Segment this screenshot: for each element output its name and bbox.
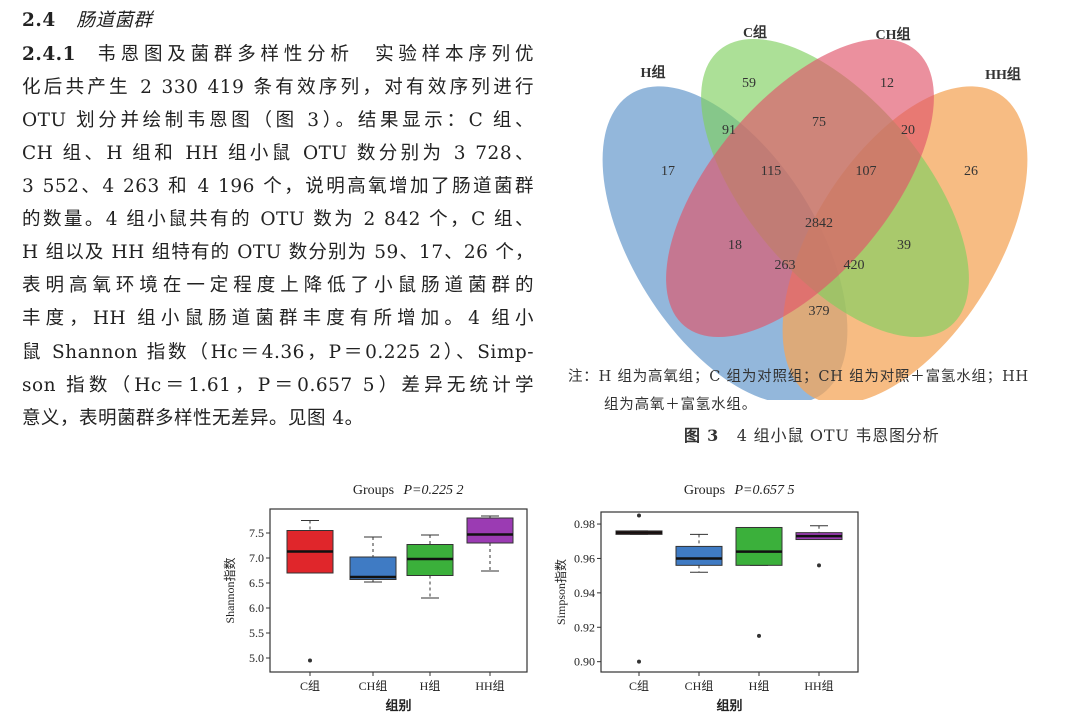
y-tick-label: 0.98 (574, 517, 595, 531)
outlier-point (817, 563, 821, 568)
y-tick-label: 0.92 (574, 620, 595, 634)
venn-count: 115 (760, 164, 782, 179)
shannon-boxplot: Groups P=0.225 2 5.0 5.5 6.0 6.5 7.0 7.5 Shannon… (222, 483, 528, 713)
body-line: 3 552、4 263 和 4 196 个，说明高氧增加了肠道菌群 (22, 176, 534, 197)
body-line: 的数量。4 组小鼠共有的 OTU 数为 2 842 个，C 组、 (22, 209, 534, 230)
venn-count: 12 (880, 76, 894, 91)
outlier-point (308, 658, 312, 663)
x-tick-label: CH组 (359, 679, 388, 693)
section-title: 肠道菌群 (76, 10, 153, 31)
x-tick-label: H组 (749, 679, 770, 693)
x-axis-label: 组别 (385, 698, 411, 713)
plot-frame (600, 511, 859, 673)
y-tick-label: 6.5 (249, 576, 264, 590)
simpson-boxplot: Groups P=0.657 5 0.90 0.92 0.94 0.96 0.98 Simps… (553, 483, 859, 713)
body-line: 化后共产生 2 330 419 条有效序列，对有效序列进行 (22, 77, 534, 98)
section-number: 2.4 (22, 10, 56, 31)
x-tick-label: C组 (300, 679, 320, 693)
x-tick-label: H组 (420, 679, 441, 693)
venn-count: 18 (728, 238, 742, 253)
x-tick-label: CH组 (685, 679, 714, 693)
y-axis-label: Simpson指数 (553, 559, 568, 625)
x-tick-label: HH组 (475, 679, 504, 693)
venn-count: 17 (661, 164, 675, 179)
caption-label: 图 3 (684, 426, 720, 445)
outlier-point (757, 633, 761, 638)
venn-count: 59 (742, 76, 756, 91)
chart-title: Groups (684, 483, 725, 498)
figure-note: 组为高氧＋富氢水组。 (604, 397, 757, 413)
subsection-line: 2.4.1 韦恩图及菌群多样性分析 实验样本序列优 (22, 40, 534, 66)
venn-count: 20 (901, 123, 915, 138)
y-axis-label: Shannon指数 (222, 557, 237, 623)
venn-label-h: H组 (640, 66, 666, 81)
box-2 (735, 526, 783, 566)
y-tick-label: 0.94 (574, 586, 595, 600)
venn-diagram (602, 38, 1028, 400)
venn-count: 379 (808, 304, 830, 319)
body-line: 实验样本序列优 (375, 44, 534, 65)
body-line: H 组以及 HH 组特有的 OTU 数分别为 59、17、26 个， (22, 242, 534, 263)
y-tick-label: 6.0 (249, 601, 264, 615)
body-line: 鼠 Shannon 指数（Hc＝4.36，P＝0.225 2）、Simp- (22, 342, 534, 363)
y-tick-label: 5.0 (249, 651, 264, 665)
venn-count: 420 (843, 258, 865, 273)
figure-note: 注：H 组为高氧组；C 组为对照组；CH 组为对照＋富氢水组；HH (568, 369, 1029, 385)
body-line: OTU 划分并绘制韦恩图（图 3）。结果显示：C 组、 (22, 110, 534, 131)
venn-count: 91 (722, 123, 736, 138)
box-1 (349, 556, 397, 580)
x-tick-label: C组 (629, 679, 649, 693)
y-tick-label: 7.0 (249, 551, 264, 565)
box-3 (466, 517, 514, 544)
caption-text: 4 组小鼠 OTU 韦恩图分析 (736, 426, 940, 445)
body-line: CH 组、H 组和 HH 组小鼠 OTU 数分别为 3 728、 (22, 143, 534, 164)
venn-count: 2842 (805, 216, 833, 231)
venn-label-ch: CH组 (875, 28, 911, 43)
plot-frame (269, 508, 528, 673)
venn-ellipse-ch (666, 38, 934, 338)
section-heading: 2.4 肠道菌群 (22, 6, 153, 32)
venn-count: 26 (964, 164, 978, 179)
subsection-number: 2.4.1 (22, 44, 76, 65)
x-axis-label: 组别 (716, 698, 742, 713)
y-tick-label: 5.5 (249, 626, 264, 640)
subsection-title: 韦恩图及菌群多样性分析 (97, 44, 354, 65)
venn-count: 39 (897, 238, 911, 253)
outlier-point (637, 659, 641, 664)
venn-count: 107 (855, 164, 877, 179)
chart-p-value: P=0.225 2 (403, 483, 464, 498)
body-line: son 指数（Hc＝1.61，P＝0.657 5）差异无统计学 (22, 375, 534, 396)
body-line: 表明高氧环境在一定程度上降低了小鼠肠道菌群的 (22, 275, 534, 296)
venn-count: 75 (812, 115, 826, 130)
x-tick-label: HH组 (804, 679, 833, 693)
y-tick-label: 0.90 (574, 655, 595, 669)
y-tick-label: 7.5 (249, 526, 264, 540)
chart-p-value: P=0.657 5 (734, 483, 795, 498)
body-line: 意义，表明菌群多样性无差异。见图 4。 (22, 408, 364, 429)
venn-label-hh: HH组 (985, 68, 1021, 83)
outlier-point (637, 513, 641, 518)
venn-count: 263 (774, 258, 796, 273)
box-1 (675, 545, 723, 566)
figure-caption: 图 3 4 组小鼠 OTU 韦恩图分析 (684, 422, 940, 446)
venn-label-c: C组 (742, 26, 768, 41)
y-tick-label: 0.96 (574, 551, 595, 565)
chart-title: Groups (353, 483, 394, 498)
body-line: 丰度，HH 组小鼠肠道菌群丰度有所增加。4 组小 (22, 308, 534, 329)
